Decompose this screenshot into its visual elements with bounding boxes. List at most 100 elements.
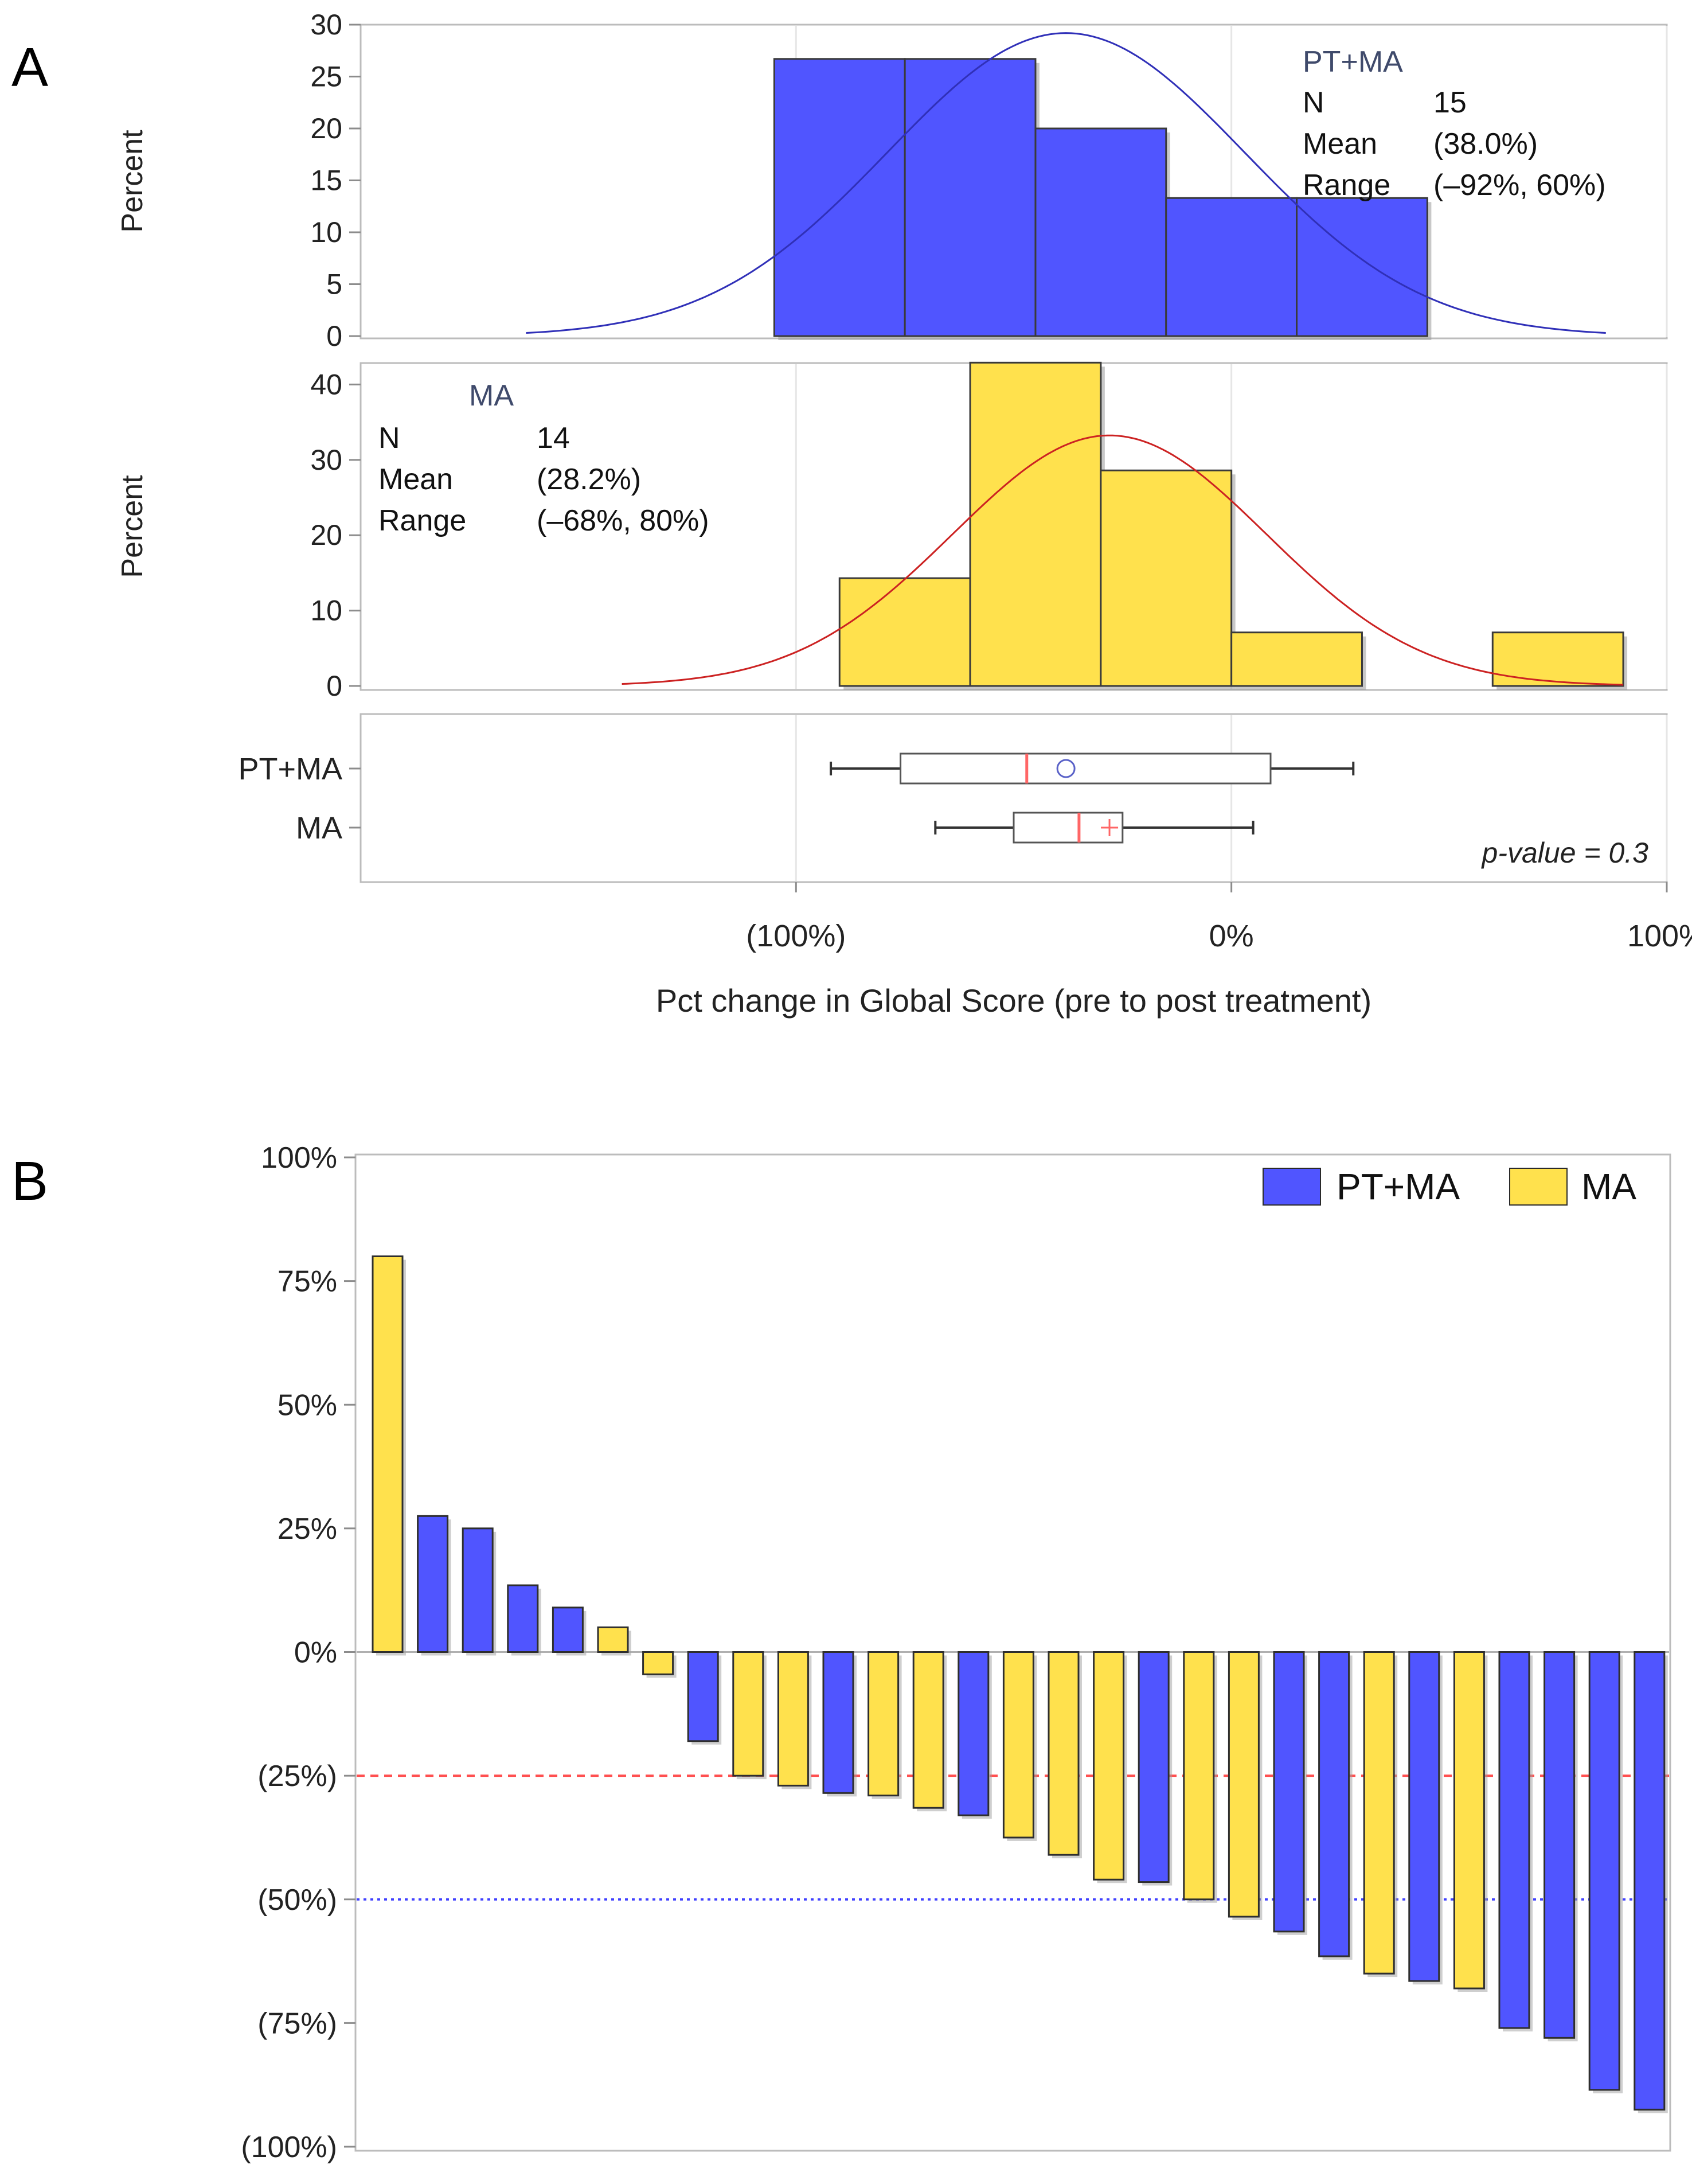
ma-stats-title: MA — [469, 379, 514, 412]
waterfall-ytick-label: (25%) — [257, 1760, 337, 1793]
panel-b-label: B — [11, 1150, 48, 1212]
pt-ma-range-value: (–92%, 60%) — [1433, 169, 1606, 202]
waterfall-bar — [1408, 1651, 1440, 1982]
histA-bar — [1296, 197, 1428, 337]
histA-bar — [1165, 197, 1298, 337]
waterfall-bar — [597, 1626, 629, 1653]
waterfall-bar — [642, 1651, 674, 1675]
histB-ytick-label: 0 — [326, 670, 342, 702]
panel-a-label: A — [11, 37, 48, 98]
histB-ytick-label: 30 — [310, 444, 342, 476]
p-value-annotation: p-value = 0.3 — [1481, 837, 1649, 869]
histogram-ma-ylabel: Percent — [116, 475, 149, 578]
waterfall-bar — [462, 1527, 494, 1653]
waterfall-bar — [1363, 1651, 1395, 1975]
box-mean-marker — [1101, 819, 1119, 836]
waterfall-bar — [912, 1651, 944, 1809]
boxplot-category-label: PT+MA — [238, 752, 342, 786]
histB-bar — [1491, 631, 1624, 687]
histB-bar — [1230, 631, 1363, 687]
x-axis-title: Pct change in Global Score (pre to post … — [656, 982, 1371, 1019]
waterfall-chart: 100% 75% 50% 25% 0% (25%) (50%) (75%) (100%) PT+… — [241, 1141, 1671, 2164]
legend-swatch-ma — [1509, 1168, 1568, 1206]
box-ma: MA — [296, 811, 1255, 845]
histB-ytick-label: 10 — [310, 595, 342, 627]
ma-n-value: 14 — [537, 422, 570, 455]
legend-swatch-pt-ma — [1263, 1168, 1321, 1206]
waterfall-ytick-label: (100%) — [241, 2131, 337, 2164]
waterfall-bar — [417, 1515, 449, 1653]
waterfall-ytick-label: 75% — [278, 1265, 337, 1298]
waterfall-bar — [1228, 1651, 1260, 1918]
waterfall-bar — [687, 1651, 719, 1742]
histogram-ma: 0 10 20 30 40 Percent MA N 14 Mean (28.2%) R… — [116, 361, 1668, 702]
pt-ma-range-label: Range — [1303, 169, 1390, 202]
ma-normal-curve — [622, 434, 1624, 686]
waterfall-bar — [1588, 1651, 1620, 2091]
histB-ytick-label: 40 — [310, 368, 342, 400]
x-axis-tick-label: 100% — [1627, 919, 1692, 953]
waterfall-ytick-label: 100% — [261, 1141, 337, 1175]
waterfall-bar — [1093, 1651, 1125, 1881]
pt-ma-mean-label: Mean — [1303, 127, 1377, 161]
legend-label-pt-ma: PT+MA — [1337, 1166, 1460, 1207]
histA-ytick-label: 15 — [310, 165, 342, 197]
ma-mean-label: Mean — [378, 463, 453, 496]
waterfall-bar — [732, 1651, 764, 1777]
pt-ma-normal-curve — [526, 32, 1606, 334]
pt-ma-n-value: 15 — [1433, 86, 1467, 119]
x-axis-tick-label: (100%) — [746, 919, 846, 953]
x-axis-tick-label: 0% — [1209, 919, 1254, 953]
waterfall-bar — [552, 1606, 584, 1653]
histB-bar — [969, 361, 1102, 687]
ma-range-value: (–68%, 80%) — [537, 504, 709, 537]
ma-range-label: Range — [378, 504, 466, 537]
histogram-pt-ma-ylabel: Percent — [116, 130, 149, 233]
waterfall-ytick-label: 0% — [294, 1636, 337, 1670]
waterfall-bar — [822, 1651, 854, 1794]
box-pt-ma: PT+MA — [238, 752, 1355, 786]
waterfall-ytick-label: (50%) — [257, 1883, 337, 1917]
waterfall-bar — [958, 1651, 990, 1816]
waterfall-ytick-label: 25% — [278, 1512, 337, 1546]
box-iqr — [900, 752, 1272, 785]
legend-label-ma: MA — [1581, 1166, 1636, 1207]
waterfall-bar — [1634, 1651, 1666, 2111]
boxplot-frame — [359, 713, 1668, 883]
histB-bar — [838, 577, 971, 687]
waterfall-legend: PT+MA MA — [1263, 1166, 1636, 1207]
waterfall-bar — [1453, 1651, 1485, 1990]
pt-ma-stats-title: PT+MA — [1303, 45, 1403, 79]
ma-n-label: N — [378, 422, 400, 455]
histA-bar — [904, 58, 1037, 337]
waterfall-bar — [868, 1651, 900, 1797]
waterfall-bar — [1318, 1651, 1350, 1957]
pt-ma-n-label: N — [1303, 86, 1324, 119]
histB-bar — [1100, 469, 1233, 687]
waterfall-bar — [1138, 1651, 1170, 1883]
waterfall-bar — [1048, 1651, 1080, 1856]
histogram-pt-ma: 0 5 10 15 20 25 30 Percent PT+MA N 15 Mean (38… — [116, 9, 1668, 352]
waterfall-bar — [372, 1255, 404, 1653]
waterfall-bar — [777, 1651, 809, 1787]
waterfall-ytick-label: (75%) — [257, 2007, 337, 2040]
box-mean-marker — [1056, 759, 1076, 778]
boxplot-panel: PT+MA MA p-value = 0.3 — [238, 713, 1668, 883]
ma-stats-box: MA N 14 Mean (28.2%) Range (–68%, 80%) — [378, 379, 709, 537]
histA-ytick-label: 25 — [310, 61, 342, 93]
waterfall-bar — [1498, 1651, 1530, 2029]
waterfall-bar — [1273, 1651, 1305, 1933]
ma-mean-value: (28.2%) — [537, 463, 641, 496]
waterfall-bar — [1543, 1651, 1576, 2039]
pt-ma-mean-value: (38.0%) — [1433, 127, 1538, 161]
histA-ytick-label: 0 — [326, 320, 342, 352]
pt-ma-stats-box: PT+MA N 15 Mean (38.0%) Range (–92%, 60%… — [1303, 45, 1606, 202]
boxplot-category-label: MA — [296, 811, 342, 845]
waterfall-bar — [1183, 1651, 1215, 1901]
waterfall-bar — [1002, 1651, 1034, 1839]
histB-ytick-label: 20 — [310, 519, 342, 551]
histA-bar — [773, 58, 906, 337]
waterfall-ytick-label: 50% — [278, 1389, 337, 1422]
histA-ytick-label: 5 — [326, 268, 342, 301]
